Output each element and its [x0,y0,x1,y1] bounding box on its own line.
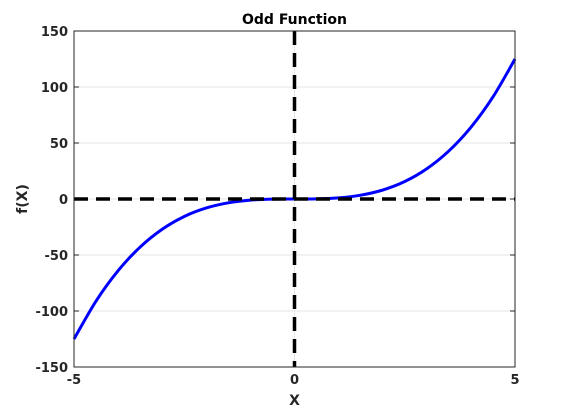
y-tick-label: -150 [35,361,68,376]
y-tick-label: -100 [35,305,68,320]
reference-lines [74,31,515,367]
x-tick-label: 0 [290,373,299,388]
chart-title: Odd Function [242,12,347,28]
x-axis-title: X [289,393,300,409]
x-tick-label: -5 [67,373,81,388]
y-tick-label: 0 [59,193,68,208]
y-tick-label: -50 [45,249,69,264]
y-tick-label: 50 [50,137,68,152]
y-tick-label: 150 [41,25,68,40]
y-tick-label: 100 [41,81,68,96]
plot-area-box [73,30,516,368]
y-axis-title: f(X) [15,184,31,214]
x-tick-label: 5 [510,373,519,388]
